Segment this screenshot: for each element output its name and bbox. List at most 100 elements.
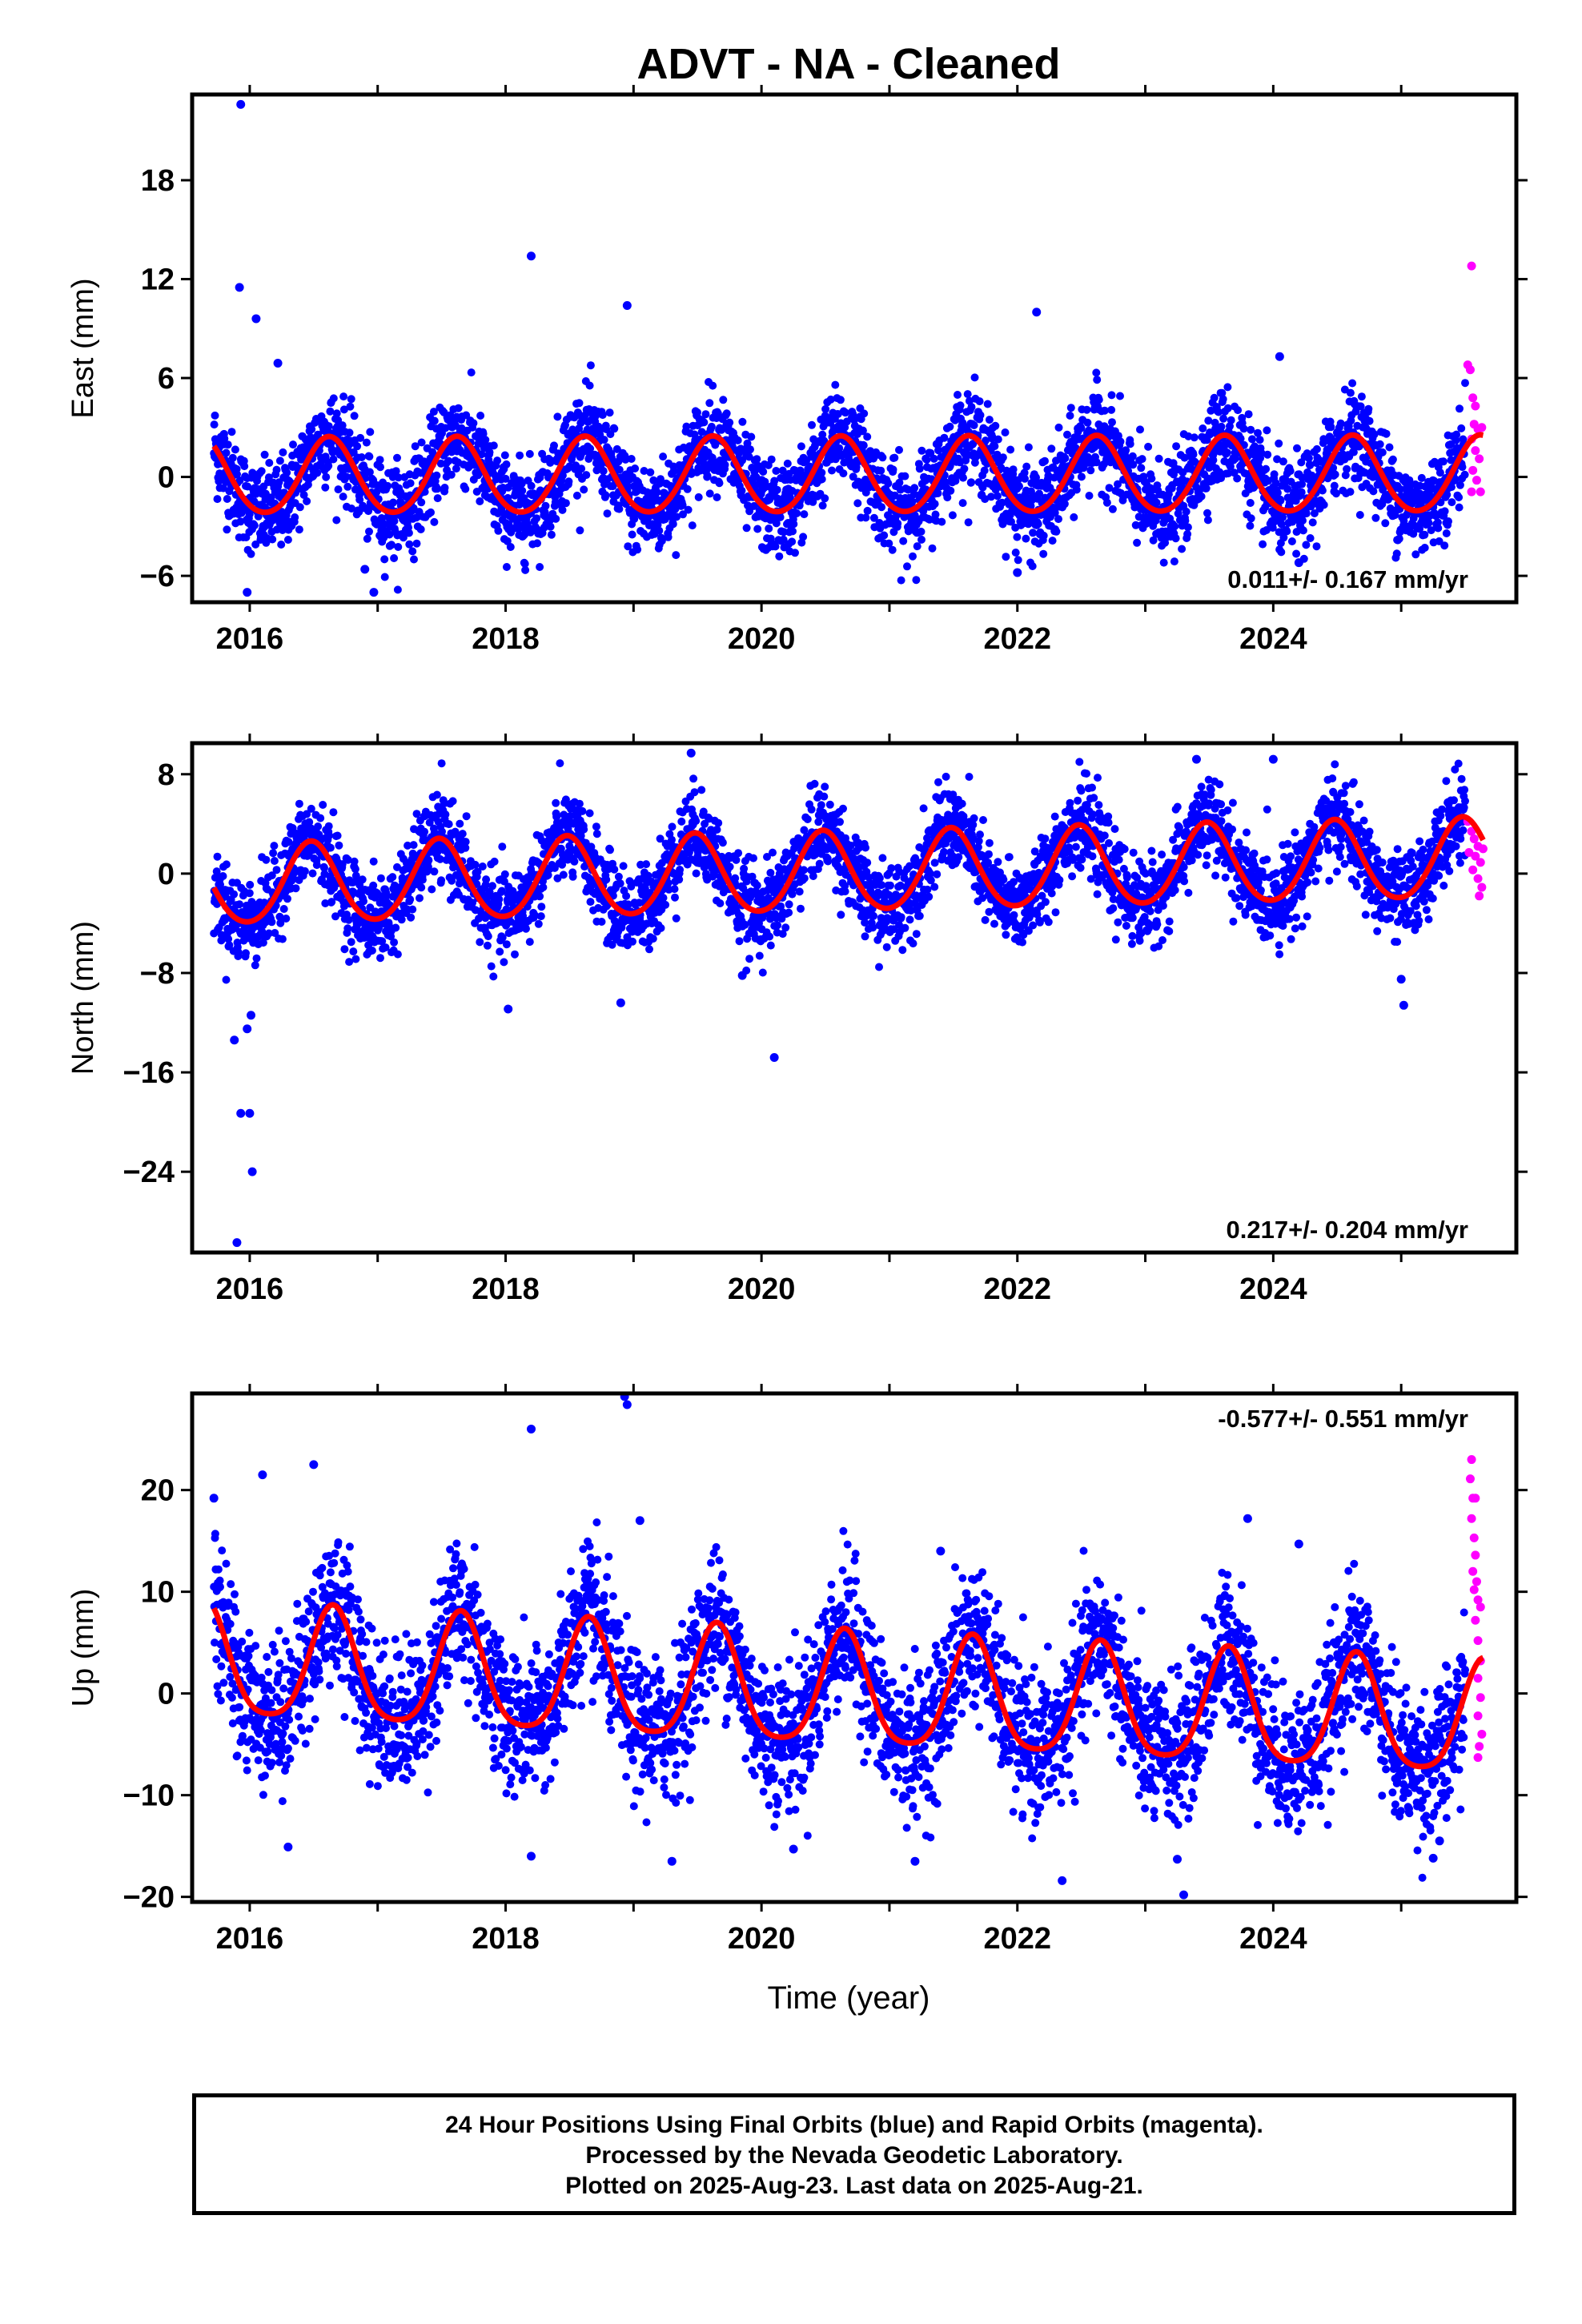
final-orbit-point — [998, 453, 1007, 462]
final-orbit-point — [495, 895, 504, 903]
final-orbit-point — [1319, 501, 1328, 509]
final-orbit-point — [365, 452, 374, 461]
final-orbit-point — [1259, 540, 1267, 549]
final-orbit-point — [817, 475, 826, 484]
final-orbit-point — [433, 494, 442, 503]
final-orbit-point — [407, 913, 416, 922]
final-orbit-point — [885, 539, 893, 548]
final-orbit-point — [476, 938, 484, 947]
final-orbit-point — [405, 540, 414, 549]
final-orbit-point — [631, 464, 640, 472]
final-orbit-point — [1203, 516, 1212, 525]
final-orbit-point — [1013, 533, 1022, 541]
final-orbit-point — [1066, 412, 1074, 420]
final-orbit-point — [1083, 418, 1092, 427]
final-orbit-point — [393, 585, 402, 594]
final-orbit-point — [1154, 454, 1163, 463]
final-orbit-point — [1077, 424, 1086, 432]
final-orbit-point — [616, 879, 624, 888]
final-orbit-point — [890, 453, 899, 462]
final-orbit-point — [1439, 457, 1447, 466]
final-orbit-point — [1082, 405, 1091, 414]
final-orbit-point — [380, 573, 389, 581]
outlier-point — [1032, 308, 1042, 317]
final-orbit-point — [621, 455, 630, 464]
final-orbit-point — [388, 873, 397, 882]
final-orbit-point — [506, 543, 515, 551]
final-orbit-point — [1331, 470, 1339, 479]
final-orbit-point — [1189, 450, 1198, 459]
final-orbit-point — [340, 945, 349, 954]
final-orbit-point — [1219, 414, 1228, 423]
final-orbit-point — [572, 491, 581, 500]
final-orbit-point — [742, 524, 751, 533]
final-orbit-point — [275, 456, 284, 465]
final-orbit-point — [649, 476, 658, 485]
y-tick-label: 18 — [141, 164, 175, 198]
final-orbit-point — [610, 865, 619, 874]
final-orbit-point — [917, 527, 926, 536]
final-orbit-point — [561, 499, 570, 508]
final-orbit-point — [772, 519, 781, 528]
final-orbit-point — [922, 456, 931, 464]
final-orbit-point — [351, 955, 360, 963]
final-orbit-point — [429, 408, 438, 416]
final-orbit-point — [1302, 509, 1311, 518]
final-orbit-point — [884, 479, 893, 488]
final-orbit-point — [836, 396, 845, 404]
final-orbit-point — [481, 436, 490, 444]
final-orbit-point — [946, 422, 954, 431]
final-orbit-point — [791, 549, 799, 557]
final-orbit-point — [489, 441, 498, 450]
final-orbit-point — [502, 563, 511, 571]
rapid-orbit-point — [1471, 446, 1480, 456]
final-orbit-point — [493, 456, 502, 465]
final-orbit-point — [1171, 534, 1180, 543]
final-orbit-point — [430, 416, 439, 425]
final-orbit-point — [329, 808, 338, 817]
final-orbit-point — [738, 417, 747, 426]
final-orbit-point — [705, 489, 714, 498]
final-orbit-point — [1420, 544, 1429, 552]
final-orbit-point — [379, 520, 388, 529]
final-orbit-point — [1032, 473, 1040, 482]
final-orbit-point — [1378, 448, 1387, 456]
final-orbit-point — [640, 467, 648, 475]
outlier-point — [369, 588, 379, 597]
final-orbit-point — [993, 492, 1002, 501]
final-orbit-point — [703, 472, 712, 480]
final-orbit-point — [279, 448, 287, 456]
final-orbit-point — [1116, 392, 1124, 400]
final-orbit-point — [858, 426, 867, 435]
final-orbit-point — [645, 945, 653, 954]
final-orbit-point — [1255, 436, 1264, 444]
final-orbit-point — [877, 503, 886, 512]
final-orbit-point — [1375, 440, 1384, 448]
rapid-orbit-point — [1467, 261, 1476, 271]
final-orbit-point — [775, 552, 784, 561]
final-orbit-point — [408, 547, 417, 556]
final-orbit-point — [861, 475, 869, 484]
final-orbit-point — [268, 535, 277, 544]
final-orbit-point — [722, 409, 731, 418]
final-orbit-point — [684, 505, 693, 514]
final-orbit-point — [307, 425, 316, 433]
final-orbit-point — [1002, 553, 1010, 561]
final-orbit-point — [334, 485, 343, 494]
final-orbit-point — [1293, 444, 1301, 452]
final-orbit-point — [394, 473, 403, 482]
final-orbit-point — [707, 422, 716, 431]
final-orbit-point — [498, 842, 507, 851]
final-orbit-point — [767, 455, 776, 464]
final-orbit-point — [671, 505, 680, 513]
final-orbit-point — [564, 477, 573, 486]
final-orbit-point — [1170, 522, 1179, 531]
y-tick-label: 6 — [158, 362, 175, 396]
final-orbit-point — [672, 914, 681, 923]
final-orbit-point — [917, 446, 926, 455]
rapid-orbit-point — [1467, 487, 1476, 497]
final-orbit-point — [1434, 524, 1443, 533]
final-orbit-point — [1440, 507, 1449, 516]
final-orbit-point — [364, 507, 373, 516]
